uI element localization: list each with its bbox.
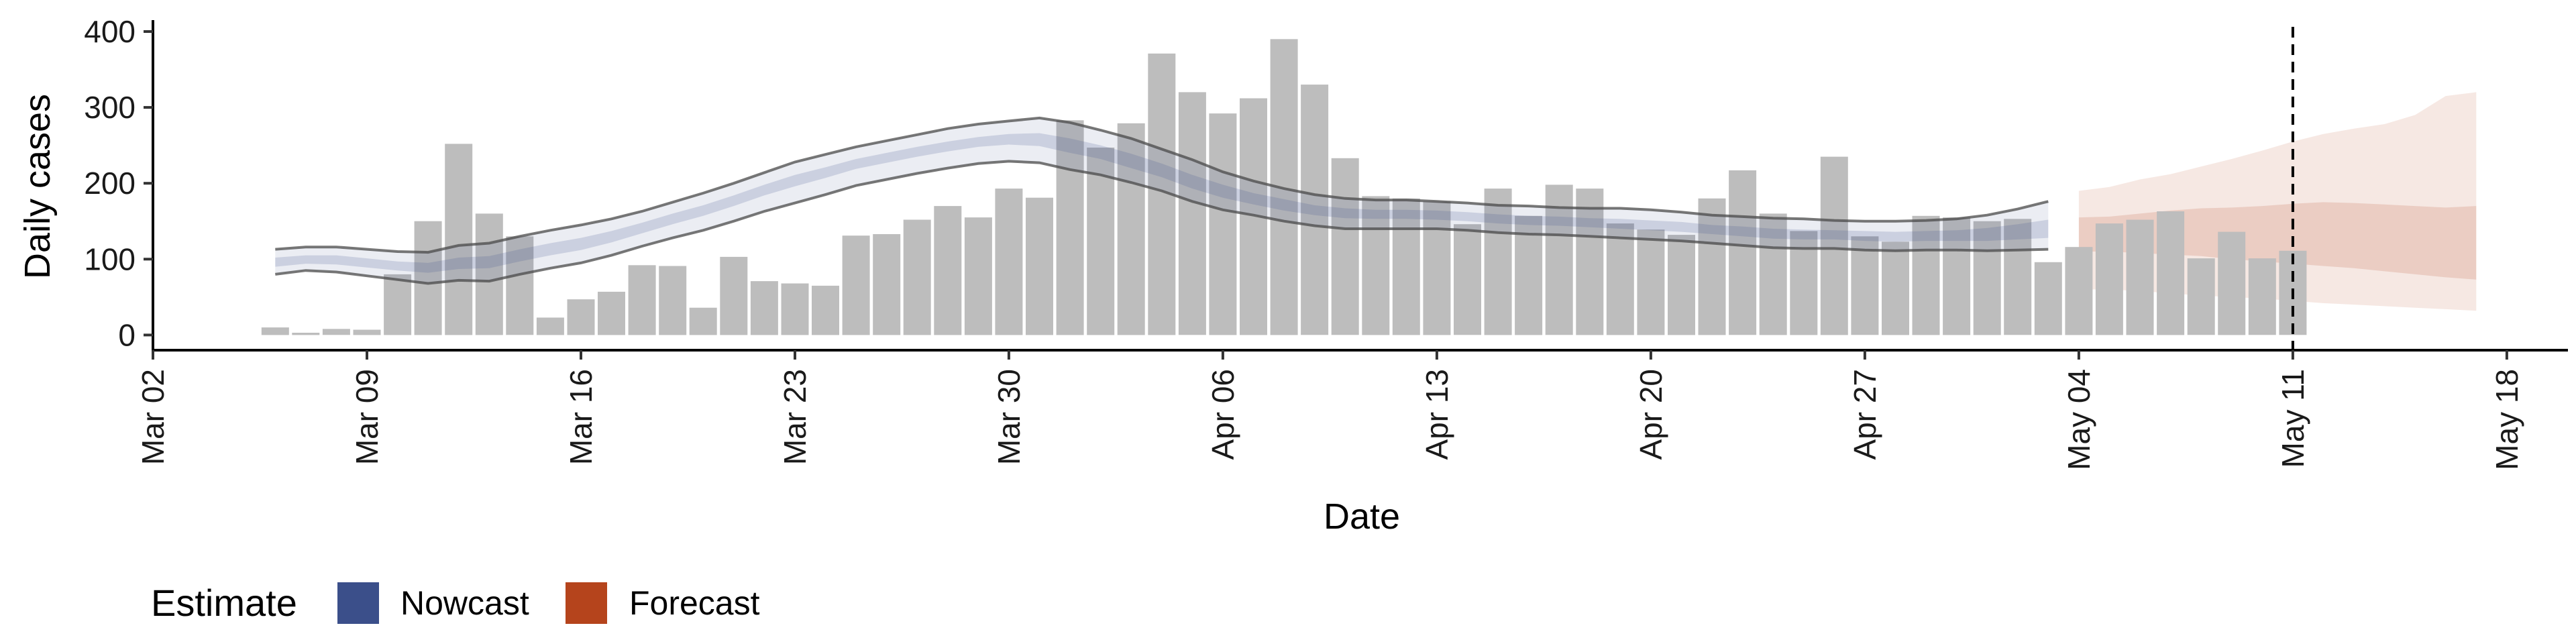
case-bar (2034, 262, 2062, 335)
y-ticks-group: 0 100 200 300 400 (84, 14, 153, 352)
case-bar (1117, 123, 1145, 335)
case-bar (934, 206, 962, 335)
legend-title: Estimate (151, 582, 297, 624)
y-tick-label: 0 (118, 317, 136, 352)
legend: Estimate Nowcast Forecast (151, 582, 760, 624)
x-tick-label: Mar 02 (136, 369, 170, 465)
case-bar (1454, 224, 1481, 335)
case-bar (1362, 196, 1390, 335)
case-bar (995, 189, 1023, 335)
case-bar (1943, 217, 1971, 335)
y-tick-label: 400 (84, 14, 136, 49)
case-bar (353, 329, 381, 335)
case-bar (414, 221, 442, 335)
case-bar (1301, 85, 1329, 335)
case-bar (2004, 219, 2032, 335)
case-bar (506, 236, 534, 335)
case-bar (1545, 184, 1573, 335)
case-bar (1637, 229, 1665, 335)
case-bar (1912, 215, 1940, 335)
case-bar (750, 281, 778, 335)
x-tick-label: Apr 06 (1205, 369, 1240, 460)
x-tick-label: May 18 (2489, 369, 2524, 470)
case-bar (1851, 236, 1879, 335)
case-bar (903, 219, 931, 335)
x-axis-title: Date (1324, 496, 1400, 537)
nowcast-band-90 (275, 117, 2049, 284)
case-bar (2187, 258, 2215, 335)
case-bar (873, 234, 901, 335)
legend-swatch-nowcast (337, 582, 379, 624)
case-bar (1056, 120, 1084, 335)
x-ticks-group: Mar 02 Mar 09 Mar 16 Mar 23 Mar 30 Apr 06 Apr … (136, 350, 2524, 470)
nowcast-upper-line (275, 116, 2049, 254)
legend-swatch-forecast (566, 582, 607, 624)
case-bar (475, 213, 503, 335)
case-bar (598, 291, 625, 335)
y-tick-label: 100 (84, 241, 136, 276)
case-bar (842, 235, 870, 335)
x-tick-label: Mar 30 (991, 369, 1026, 465)
case-bar (2095, 223, 2123, 335)
case-bar (1178, 92, 1206, 335)
case-bar (1209, 113, 1237, 335)
case-bar (1026, 197, 1053, 335)
nowcast-boundary-lines (275, 116, 2049, 285)
case-bar (1882, 241, 1909, 335)
case-bar (1606, 223, 1634, 335)
y-tick-label: 200 (84, 166, 136, 201)
case-bar (1576, 189, 1604, 335)
case-bar (322, 329, 350, 335)
case-bar (2126, 219, 2154, 335)
case-bars-group (261, 39, 2307, 335)
y-axis-title: Daily cases (17, 94, 58, 279)
x-tick-label: Apr 27 (1847, 369, 1882, 460)
case-bar (1820, 156, 1848, 335)
case-bar (567, 299, 595, 335)
x-tick-label: Apr 13 (1419, 369, 1454, 460)
case-bar (2157, 211, 2185, 335)
legend-label-forecast: Forecast (629, 584, 760, 622)
x-tick-label: Apr 20 (1633, 369, 1668, 460)
case-bar (445, 144, 473, 335)
case-bar (292, 333, 320, 335)
x-tick-label: Mar 23 (777, 369, 812, 465)
case-bar (659, 266, 687, 335)
case-bar (1484, 189, 1512, 335)
case-bar (1392, 198, 1420, 335)
case-bar (964, 217, 992, 335)
legend-label-nowcast: Nowcast (400, 584, 529, 622)
case-bar (1331, 158, 1359, 335)
case-bar (1668, 235, 1695, 335)
case-bar (628, 265, 656, 335)
case-bar (384, 274, 412, 335)
case-bar (1515, 215, 1543, 335)
nowcast-band-50 (275, 133, 2049, 273)
x-tick-label: Mar 16 (564, 369, 598, 465)
x-tick-label: May 04 (2061, 369, 2096, 470)
nowcast-band-group (275, 117, 2049, 284)
case-bar (2218, 231, 2246, 335)
case-bar (2065, 247, 2093, 335)
case-bar (1423, 201, 1451, 335)
case-bar (720, 256, 748, 335)
y-tick-label: 300 (84, 90, 136, 125)
case-bar (781, 283, 809, 335)
x-tick-label: May 11 (2275, 369, 2310, 468)
case-bar (689, 307, 717, 335)
case-bar (1698, 198, 1726, 335)
case-bar (1729, 170, 1757, 335)
case-bar (812, 285, 839, 335)
x-tick-label: Mar 09 (350, 369, 384, 465)
case-bar (2248, 258, 2276, 335)
case-bar (1759, 213, 1787, 335)
axes-group (152, 20, 2568, 352)
nowcast-lower-line (275, 160, 2049, 285)
case-bar (1087, 148, 1115, 335)
case-bar (1973, 221, 2001, 335)
case-bar (261, 327, 289, 335)
case-bar (536, 317, 564, 335)
